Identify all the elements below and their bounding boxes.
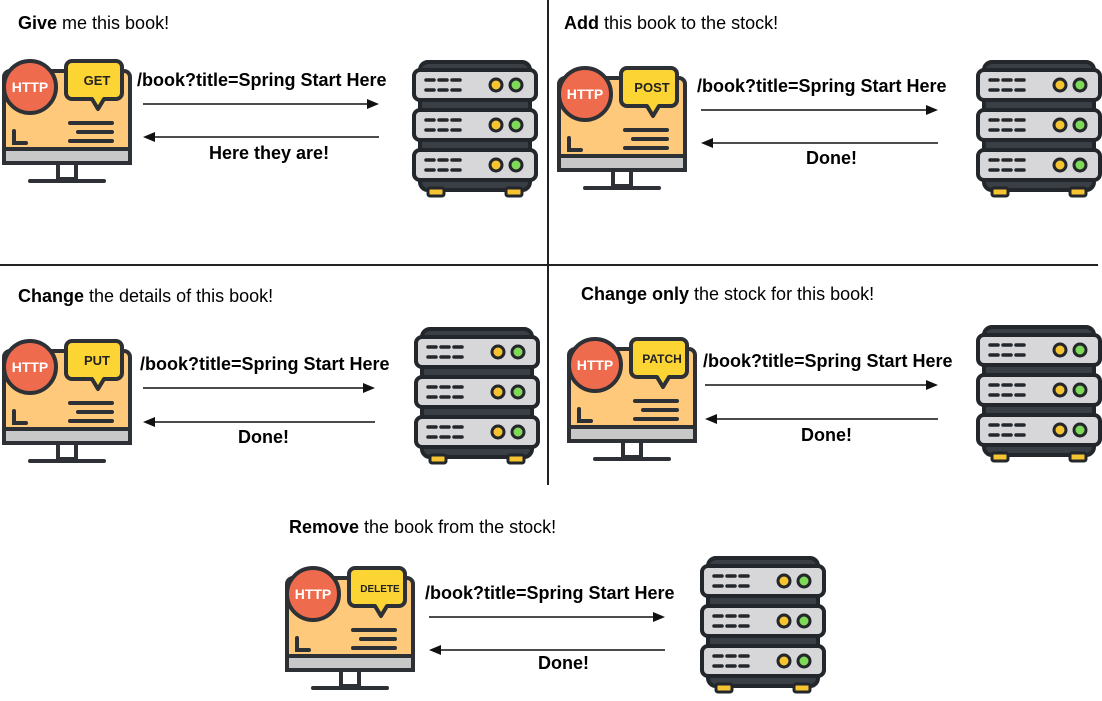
method-label: GET (84, 73, 111, 88)
response-arrow (143, 417, 375, 427)
response-arrow (143, 132, 379, 142)
horizontal-divider (0, 264, 1098, 266)
panel-title: Remove the book from the stock! (289, 517, 556, 538)
server-rack-svg (976, 325, 1102, 463)
client-computer-icon: HTTP PATCH (565, 333, 700, 463)
panel-title: Change the details of this book! (18, 286, 273, 307)
request-arrow (701, 105, 938, 115)
title-rest: me this book! (57, 13, 170, 33)
panel-title: Change only the stock for this book! (581, 284, 874, 305)
client-computer-icon: HTTP GET (0, 55, 135, 185)
response-arrow (701, 138, 938, 148)
http-badge-label: HTTP (567, 86, 604, 102)
server-rack-svg (412, 60, 538, 198)
request-url: /book?title=Spring Start Here (140, 354, 390, 374)
title-bold: Add (564, 13, 599, 33)
title-rest: this book to the stock! (599, 13, 779, 33)
title-rest: the details of this book! (84, 286, 274, 306)
method-label: PUT (84, 353, 110, 368)
request-url: /book?title=Spring Start Here (425, 583, 675, 603)
title-bold: Remove (289, 517, 360, 537)
title-bold: Change (18, 286, 85, 306)
server-rack-svg (700, 556, 826, 694)
request-url: /book?title=Spring Start Here (703, 351, 953, 371)
title-bold: Change only (581, 284, 690, 304)
request-arrow (143, 383, 375, 393)
method-label: DELETE (360, 584, 400, 595)
request-arrow (143, 99, 379, 109)
server-icon (974, 60, 1102, 200)
method-label: PATCH (642, 352, 682, 366)
client-computer-icon: HTTP DELETE (283, 562, 418, 692)
server-icon (698, 556, 826, 696)
computer-svg: HTTP PUT (2, 339, 132, 463)
computer-svg: HTTP DELETE (285, 566, 415, 690)
computer-svg: HTTP POST (557, 66, 687, 190)
title-rest: the stock for this book! (689, 284, 875, 304)
vertical-divider (547, 0, 549, 485)
title-bold: Give (18, 13, 58, 33)
server-rack-svg (414, 327, 540, 465)
response-arrow (705, 414, 938, 424)
http-badge-label: HTTP (12, 79, 49, 95)
request-arrow (429, 612, 665, 622)
title-rest: the book from the stock! (359, 517, 557, 537)
client-computer-icon: HTTP POST (555, 62, 690, 192)
server-icon (412, 327, 540, 467)
panel-title: Add this book to the stock! (564, 13, 778, 34)
server-icon (974, 325, 1102, 465)
method-label: POST (634, 80, 669, 95)
panel-title: Give me this book! (18, 13, 169, 34)
client-computer-icon: HTTP PUT (0, 335, 135, 465)
response-text: Done! (538, 653, 589, 673)
request-url: /book?title=Spring Start Here (137, 70, 387, 90)
request-arrow (705, 380, 938, 390)
server-rack-svg (976, 60, 1102, 198)
response-text: Here they are! (209, 143, 330, 163)
response-text: Done! (238, 427, 289, 447)
http-badge-label: HTTP (295, 586, 332, 602)
response-text: Done! (801, 425, 852, 445)
http-badge-label: HTTP (577, 357, 614, 373)
computer-svg: HTTP PATCH (567, 337, 697, 461)
computer-svg: HTTP GET (2, 59, 132, 183)
response-text: Done! (806, 148, 857, 168)
response-arrow (429, 645, 665, 655)
request-url: /book?title=Spring Start Here (697, 76, 947, 96)
server-icon (410, 60, 538, 200)
http-badge-label: HTTP (12, 359, 49, 375)
